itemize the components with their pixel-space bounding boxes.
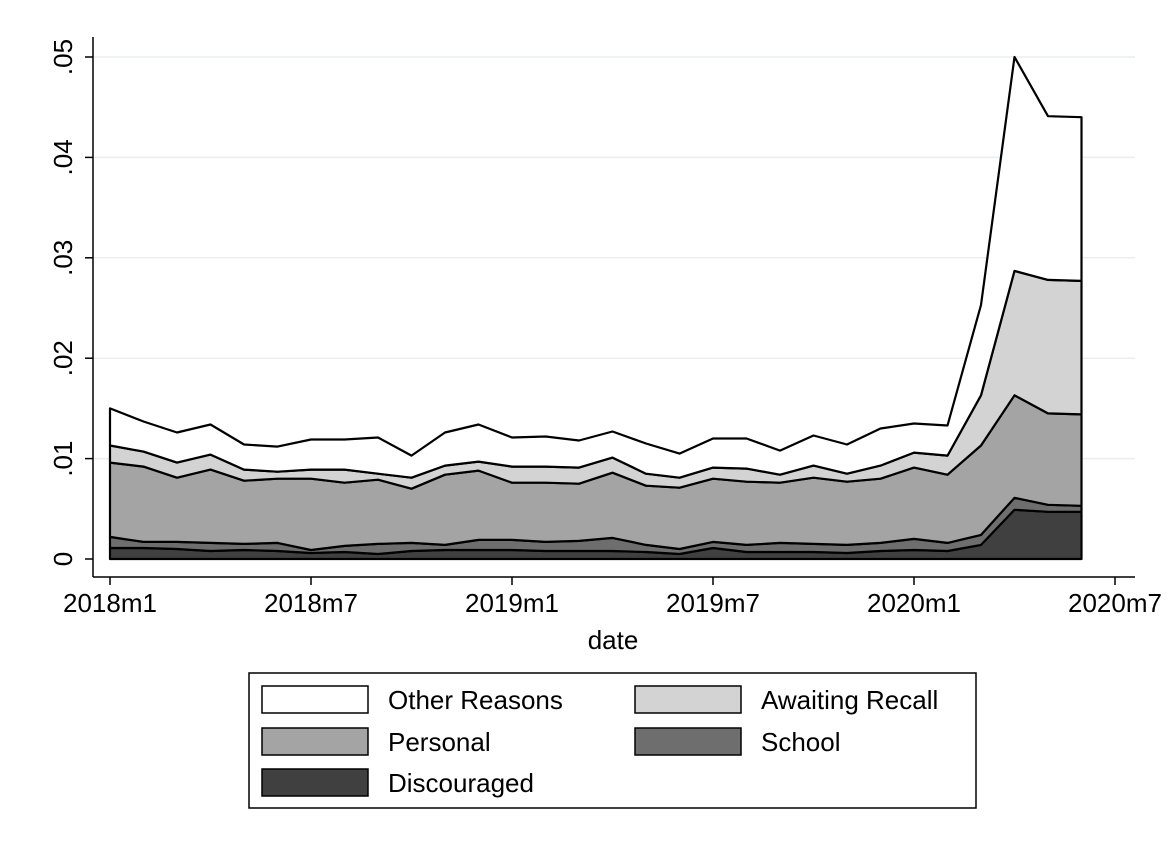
legend-swatch: [261, 768, 369, 797]
tick-labels: 0 .01 .02 .03 .04 .05 2018m1 2018m7 2019m1 2019m7…: [48, 39, 1162, 618]
legend-swatch: [634, 685, 742, 714]
legend-label: Discouraged: [388, 768, 534, 798]
legend-swatch: [261, 727, 369, 756]
y-tick-label: .03: [48, 240, 78, 276]
legend-box: [248, 672, 977, 809]
legend-label: Other Reasons: [388, 685, 563, 715]
legend-label: Personal: [388, 727, 491, 757]
x-tick-label: 2019m1: [465, 588, 559, 618]
x-tick-label: 2018m1: [63, 588, 157, 618]
x-tick-label: 2020m7: [1068, 588, 1162, 618]
y-tick-label: .01: [48, 441, 78, 477]
x-tick-label: 2018m7: [264, 588, 358, 618]
legend: Other Reasons Awaiting Recall Personal Scho…: [248, 672, 977, 809]
area-other-reasons: [108, 55, 1083, 479]
legend-label: Awaiting Recall: [761, 685, 938, 715]
legend-label: School: [761, 727, 841, 757]
y-tick-label: .04: [48, 139, 78, 175]
legend-swatch: [634, 727, 742, 756]
x-tick-label: 2020m1: [867, 588, 961, 618]
axes: [85, 37, 1135, 585]
legend-swatch: [261, 685, 369, 714]
x-tick-label: 2019m7: [666, 588, 760, 618]
area-series: [108, 55, 1083, 561]
y-tick-label: .02: [48, 340, 78, 376]
x-axis-title: date: [588, 625, 639, 655]
y-tick-label: 0: [48, 552, 78, 566]
y-tick-label: .05: [48, 39, 78, 75]
